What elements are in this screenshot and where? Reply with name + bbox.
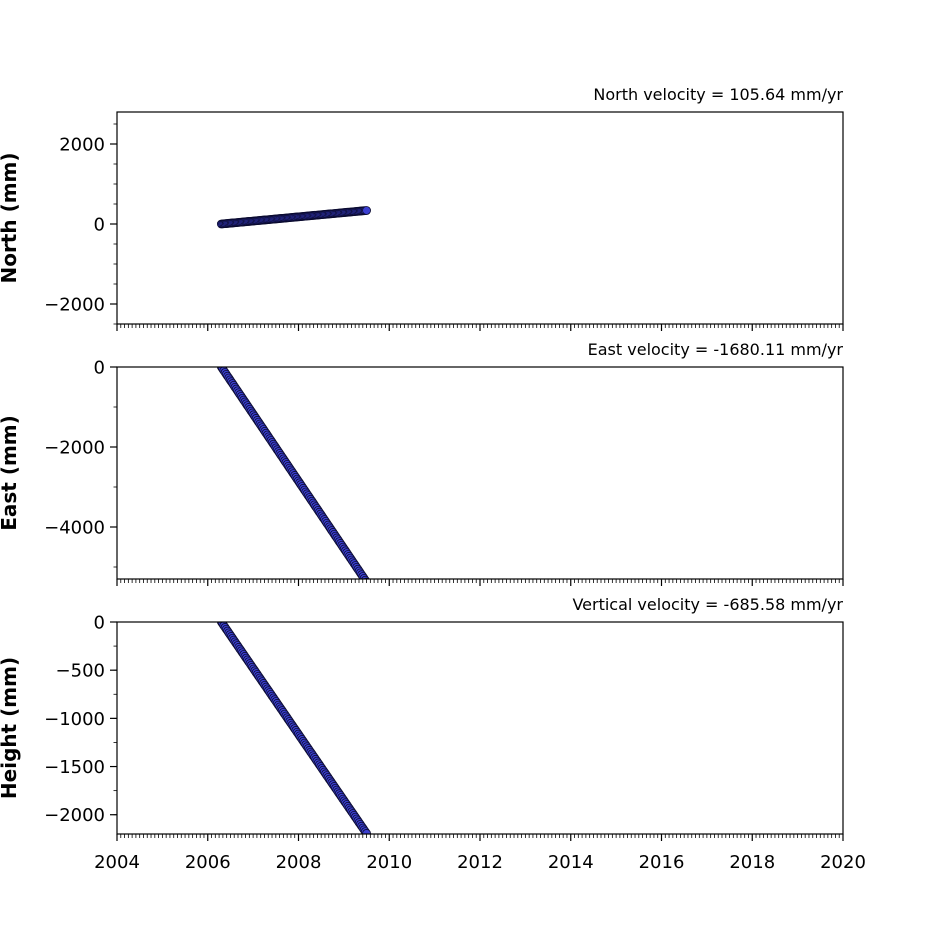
y-axis-label: East (mm): [0, 415, 21, 531]
y-tick-label: −2000: [44, 295, 105, 316]
scatter-series: [216, 367, 370, 579]
y-tick-label: −4000: [44, 518, 105, 539]
x-tick-label: 2008: [276, 852, 322, 873]
y-tick-label: 0: [94, 215, 105, 236]
panel-title: North velocity = 105.64 mm/yr: [593, 85, 843, 104]
y-tick-label: −1000: [44, 709, 105, 730]
panel-2: −4000 −2000 0 East (mm) East velocity = -168…: [0, 340, 844, 586]
x-tick-label: 2016: [639, 852, 685, 873]
y-tick-label: −2000: [44, 805, 105, 826]
x-tick-label: 2004: [94, 852, 140, 873]
y-tick-label: −1500: [44, 757, 105, 778]
panel-1: −2000 0 2000 North (mm) North velocity = 105…: [0, 85, 844, 331]
data-point: [362, 206, 371, 215]
y-tick-label: 0: [94, 613, 105, 634]
panels: −2000 0 2000 North (mm) North velocity = 105…: [0, 85, 866, 873]
axes-frame: [116, 621, 844, 835]
panel-title: Vertical velocity = -685.58 mm/yr: [572, 595, 843, 614]
x-tick-label: 2012: [457, 852, 503, 873]
panel-title: East velocity = -1680.11 mm/yr: [588, 340, 844, 359]
x-tick-label: 2006: [185, 852, 231, 873]
y-axis-label: North (mm): [0, 152, 21, 283]
y-tick-label: −500: [56, 661, 105, 682]
x-tick-label: 2020: [820, 852, 866, 873]
y-tick-label: 2000: [59, 135, 105, 156]
x-tick-label: 2014: [548, 852, 594, 873]
scatter-series: [216, 206, 371, 229]
y-axis-label: Height (mm): [0, 657, 21, 799]
y-tick-label: 0: [94, 358, 105, 379]
x-tick-label: 2018: [729, 852, 775, 873]
axes-frame: [116, 366, 844, 580]
y-tick-label: −2000: [44, 438, 105, 459]
panel-3: 2004 2006 2008 2010 2012 2014 2016 2018 2020 −200…: [0, 595, 866, 873]
axes-frame: [116, 111, 844, 325]
x-tick-label: 2010: [366, 852, 412, 873]
scatter-series: [216, 622, 371, 834]
